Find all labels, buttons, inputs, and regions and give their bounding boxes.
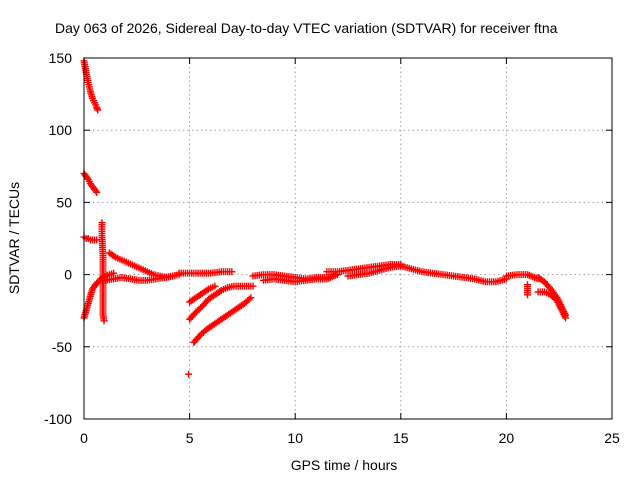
- data-point: [249, 271, 265, 280]
- data-point: [270, 275, 287, 284]
- series-arc-late-c: [534, 288, 570, 322]
- data-point: [124, 259, 137, 269]
- data-point: [553, 297, 564, 312]
- data-point: [185, 370, 193, 378]
- data-point: [460, 273, 477, 283]
- data-point: [376, 264, 392, 274]
- data-point: [562, 314, 570, 322]
- data-point: [450, 272, 466, 281]
- data-point: [94, 106, 102, 114]
- y-tick-label: -100: [44, 411, 72, 427]
- data-point: [91, 99, 100, 109]
- series-arc-low-c: [186, 282, 219, 306]
- series-arc-late-drop: [524, 281, 532, 299]
- data-point: [323, 271, 340, 283]
- data-point: [192, 290, 205, 302]
- x-tick-label: 20: [499, 430, 515, 446]
- data-point: [196, 269, 213, 277]
- x-axis-label: GPS time / hours: [291, 457, 398, 473]
- series-arc-level: [80, 233, 101, 244]
- data-points: [80, 57, 570, 378]
- series-arc-spikes: [98, 219, 108, 325]
- y-tick-label: 150: [49, 50, 73, 66]
- data-point: [84, 79, 94, 93]
- data-point: [100, 317, 108, 325]
- data-point: [190, 333, 203, 346]
- data-point: [502, 271, 519, 280]
- data-point: [143, 268, 156, 278]
- data-point: [198, 286, 211, 297]
- data-point: [211, 282, 219, 290]
- series-arc-evening: [397, 262, 510, 286]
- y-tick-label: -50: [52, 339, 72, 355]
- data-point: [241, 295, 253, 307]
- data-point: [98, 232, 107, 259]
- data-point: [118, 273, 132, 283]
- y-tick-label: 100: [49, 122, 73, 138]
- x-tick-label: 25: [604, 430, 620, 446]
- data-point: [93, 188, 101, 196]
- series-arc-day-b: [260, 271, 341, 286]
- y-axis-label: SDTVAR / TECUs: [6, 182, 22, 294]
- chart-title: Day 063 of 2026, Sidereal Day-to-day VTE…: [55, 20, 558, 36]
- grid: [84, 58, 612, 419]
- data-point: [281, 272, 297, 281]
- plot-frame: [83, 57, 613, 420]
- data-point: [211, 288, 224, 299]
- data-point: [355, 269, 371, 279]
- data-point: [228, 268, 236, 276]
- data-point: [302, 275, 318, 284]
- data-point: [471, 275, 487, 285]
- data-point: [439, 271, 455, 280]
- axis-ticks: 0 5 10 15 20 25 -100 -50 0 50 100 150: [44, 50, 620, 446]
- data-point: [540, 278, 553, 292]
- data-point: [80, 301, 92, 322]
- data-point: [236, 282, 249, 290]
- y-tick-label: 50: [56, 194, 72, 210]
- series-arc-flat: [175, 268, 236, 277]
- series-arc-cluster-b: [101, 272, 177, 284]
- data-point: [118, 256, 130, 266]
- series-arc-mid: [80, 170, 101, 196]
- data-point: [397, 262, 413, 272]
- data-point: [110, 274, 124, 283]
- data-point: [481, 278, 498, 286]
- data-point: [524, 291, 532, 299]
- data-point: [249, 282, 257, 290]
- series-arc-late-a: [502, 271, 542, 283]
- data-point: [207, 268, 223, 277]
- data-point: [234, 301, 247, 312]
- series-arc-low-b: [190, 294, 255, 346]
- data-point: [80, 57, 90, 75]
- x-tick-label: 0: [80, 430, 88, 446]
- x-tick-label: 5: [186, 430, 194, 446]
- x-tick-label: 10: [287, 430, 303, 446]
- data-point: [365, 267, 382, 277]
- series-arc-low-a: [186, 282, 257, 323]
- data-point: [99, 259, 107, 317]
- y-tick-label: 0: [64, 267, 72, 283]
- data-point: [228, 305, 241, 316]
- data-point: [428, 269, 445, 278]
- data-point: [344, 271, 360, 280]
- data-point: [222, 309, 234, 320]
- data-point: [492, 276, 508, 286]
- data-point: [169, 272, 177, 280]
- data-point: [418, 268, 434, 277]
- data-point: [407, 265, 424, 275]
- series-arc-outlier: [185, 370, 193, 378]
- data-point: [143, 275, 158, 284]
- x-tick-label: 15: [393, 430, 409, 446]
- data-point: [217, 268, 234, 276]
- data-point: [557, 305, 569, 320]
- data-point: [247, 294, 255, 302]
